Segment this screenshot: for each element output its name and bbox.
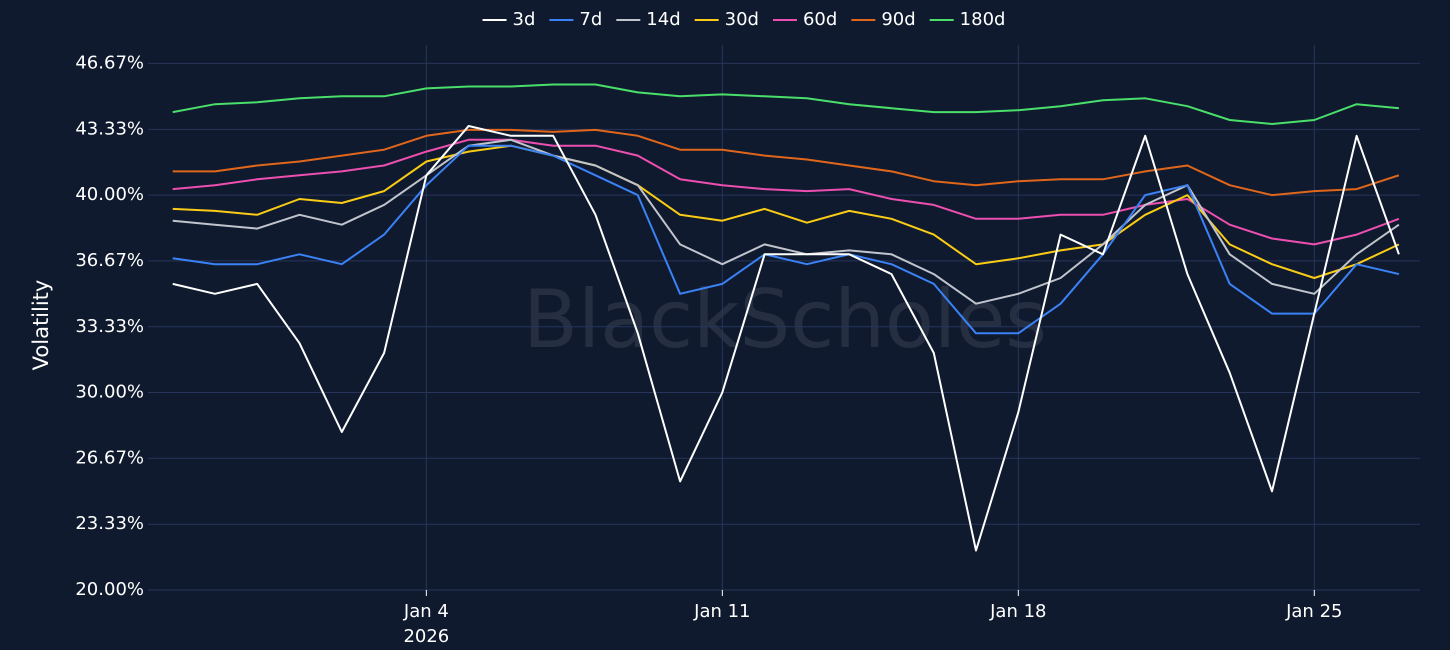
x-tick-year: 2026	[403, 626, 449, 647]
legend-label: 180d	[960, 9, 1006, 30]
y-tick-label: 40.00%	[75, 184, 144, 205]
y-tick-label: 26.67%	[75, 447, 144, 468]
y-tick-label: 43.33%	[75, 118, 144, 139]
legend-label: 3d	[513, 9, 536, 30]
series-line	[172, 83, 1399, 125]
y-tick-label: 23.33%	[75, 513, 144, 534]
legend-label: 60d	[803, 9, 837, 30]
series-line	[172, 138, 1400, 305]
y-axis-label: Volatility	[29, 280, 53, 371]
x-tick-label: Jan 25	[1285, 601, 1342, 622]
series-line	[172, 144, 1400, 335]
series-line	[172, 128, 1400, 197]
y-tick-label: 46.67%	[75, 52, 144, 73]
series-line	[172, 125, 1400, 552]
legend-label: 30d	[725, 9, 759, 30]
legend-label: 90d	[881, 9, 915, 30]
y-tick-label: 33.33%	[75, 316, 144, 337]
y-tick-label: 20.00%	[75, 579, 144, 600]
legend-label: 7d	[579, 9, 602, 30]
y-tick-label: 36.67%	[75, 250, 144, 271]
watermark: BlackScholes	[523, 273, 1047, 366]
x-tick-label: Jan 18	[989, 601, 1046, 622]
x-tick-label: Jan 11	[693, 601, 750, 622]
legend-label: 14d	[646, 9, 680, 30]
x-tick-label: Jan 4	[403, 601, 449, 622]
y-tick-label: 30.00%	[75, 382, 144, 403]
